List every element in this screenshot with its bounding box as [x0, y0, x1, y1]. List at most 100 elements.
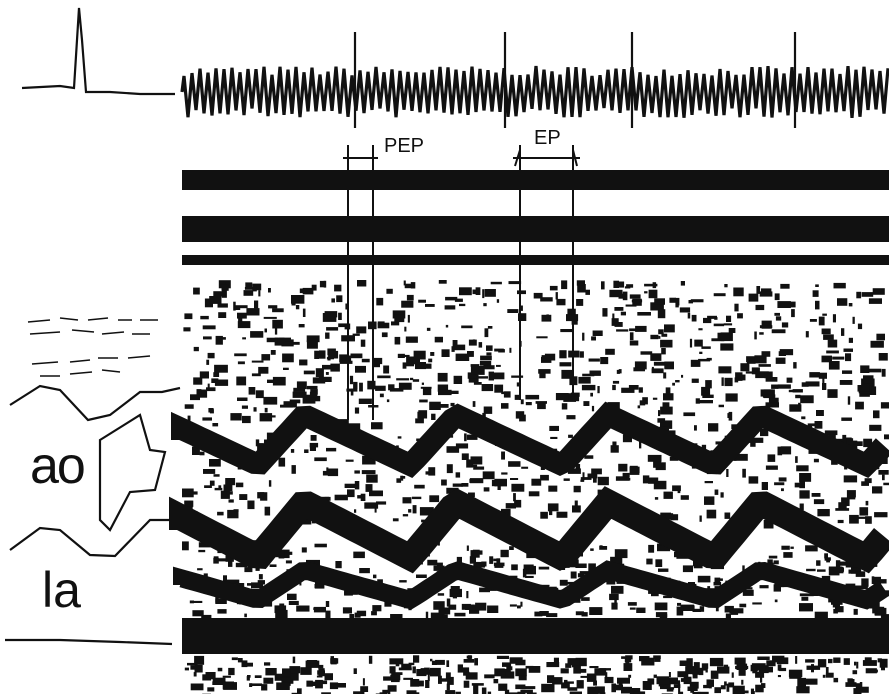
- speckle-mark: [707, 586, 711, 589]
- speckle-mark: [228, 667, 235, 676]
- speckle-mark: [556, 511, 568, 518]
- speckle-mark: [788, 669, 803, 678]
- speckle-mark: [862, 660, 877, 666]
- speckle-mark: [362, 678, 365, 686]
- speckle-mark: [362, 455, 376, 465]
- speckle-mark: [219, 281, 226, 285]
- speckle-mark: [325, 610, 331, 619]
- speckle-mark: [461, 325, 473, 329]
- speckle-mark: [660, 406, 673, 415]
- speckle-mark: [741, 679, 744, 685]
- speckle-mark: [463, 680, 470, 688]
- speckle-mark: [389, 388, 404, 392]
- speckle-mark: [320, 680, 328, 685]
- speckle-mark: [272, 376, 286, 386]
- speckle-mark: [567, 468, 581, 474]
- speckle-mark: [800, 395, 814, 404]
- speckle-mark: [849, 514, 859, 524]
- speckle-mark: [612, 313, 615, 322]
- speckle-mark: [698, 328, 703, 331]
- speckle-mark: [675, 297, 680, 306]
- speckle-mark: [597, 476, 609, 486]
- speckle-mark: [547, 503, 559, 512]
- speckle-mark: [281, 677, 291, 686]
- speckle-mark: [293, 387, 306, 392]
- speckle-mark: [573, 485, 581, 493]
- speckle-mark: [799, 503, 804, 511]
- speckle-mark: [632, 298, 642, 306]
- speckle-mark: [471, 683, 484, 686]
- speckle-mark: [746, 356, 757, 362]
- speckle-mark: [804, 678, 818, 685]
- speckle-mark: [345, 459, 354, 462]
- speckle-mark: [291, 298, 296, 306]
- speckle-mark: [497, 483, 501, 490]
- speckle-mark: [679, 691, 684, 694]
- speckle-mark: [695, 398, 700, 404]
- speckle-mark: [797, 677, 806, 687]
- speckle-mark: [438, 678, 451, 682]
- speckle-mark: [194, 664, 203, 673]
- speckle-mark: [319, 280, 325, 288]
- speckle-mark: [392, 310, 406, 319]
- speckle-mark: [418, 299, 426, 303]
- speckle-mark: [664, 677, 678, 685]
- speckle-mark: [231, 657, 238, 661]
- speckle-mark: [391, 672, 403, 675]
- speckle-mark: [707, 315, 717, 319]
- speckle-mark: [319, 350, 326, 359]
- speckle-mark: [698, 670, 704, 676]
- speckle-mark: [859, 682, 863, 691]
- speckle-mark: [446, 683, 450, 691]
- speckle-mark: [520, 399, 524, 405]
- speckle-mark: [390, 674, 401, 681]
- speckle-mark: [278, 457, 286, 467]
- speckle-mark: [494, 562, 504, 568]
- speckle-mark: [266, 337, 278, 343]
- speckle-mark: [397, 436, 402, 439]
- speckle-mark: [486, 352, 492, 356]
- speckle-mark: [342, 607, 352, 614]
- speckle-mark: [221, 284, 229, 291]
- speckle-mark: [410, 692, 420, 694]
- speckle-mark: [519, 414, 526, 422]
- speckle-mark: [501, 508, 511, 517]
- speckle-mark: [197, 568, 203, 571]
- speckle-mark: [827, 389, 838, 398]
- speckle-mark: [505, 503, 516, 509]
- speckle-mark: [704, 481, 713, 484]
- speckle-mark: [264, 328, 267, 333]
- speckle-mark: [182, 542, 186, 548]
- speckle-mark: [361, 470, 376, 475]
- speckle-mark: [290, 679, 294, 684]
- speckle-mark: [664, 324, 675, 333]
- speckle-mark: [582, 472, 585, 481]
- speckle-mark: [318, 376, 332, 382]
- speckle-mark: [665, 513, 674, 520]
- speckle-mark: [765, 402, 779, 408]
- speckle-mark: [421, 519, 426, 523]
- speckle-mark: [374, 506, 377, 513]
- speckle-mark: [728, 411, 733, 421]
- speckle-mark: [528, 491, 540, 497]
- speckle-mark: [357, 280, 367, 287]
- speckle-mark: [182, 488, 194, 498]
- speckle-mark: [612, 384, 616, 391]
- speckle-mark: [296, 605, 310, 612]
- speckle-mark: [809, 372, 820, 378]
- speckle-mark: [184, 313, 193, 320]
- speckle-mark: [437, 593, 445, 596]
- speckle-mark: [315, 368, 324, 378]
- speckle-mark: [313, 606, 326, 613]
- speckle-mark: [637, 405, 641, 409]
- speckle-mark: [817, 659, 827, 668]
- speckle-mark: [448, 604, 457, 610]
- speckle-mark: [567, 687, 578, 691]
- speckle-mark: [689, 681, 699, 689]
- speckle-mark: [292, 656, 296, 664]
- speckle-mark: [847, 396, 851, 405]
- speckle-mark: [709, 657, 724, 667]
- speckle-mark: [278, 337, 291, 342]
- speckle-mark: [472, 289, 479, 295]
- speckle-mark: [881, 368, 886, 377]
